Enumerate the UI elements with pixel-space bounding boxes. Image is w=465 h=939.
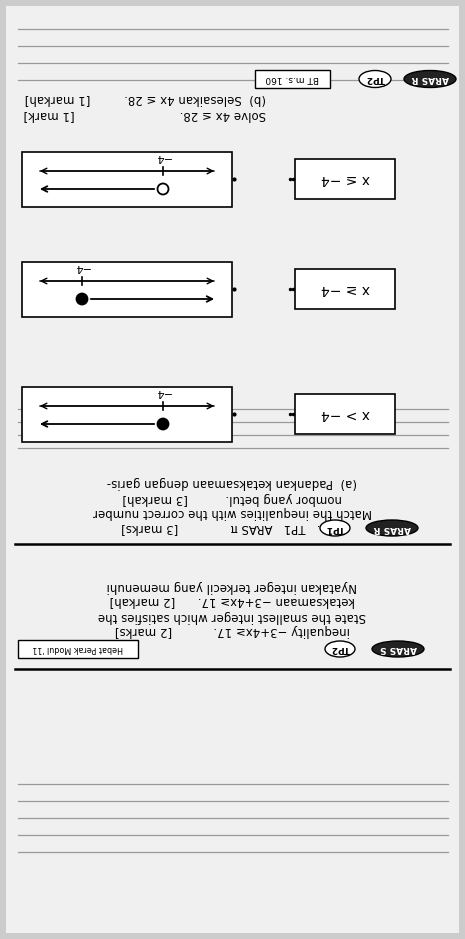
Text: Match the inequalities with the correct number: Match the inequalities with the correct … [93,506,372,519]
Ellipse shape [366,520,418,536]
Text: x ≥ −4: x ≥ −4 [320,282,370,296]
Ellipse shape [325,641,355,657]
Ellipse shape [404,70,456,87]
Ellipse shape [359,70,391,87]
Text: (a)  Padankan ketaksamaan dengan garis-: (a) Padankan ketaksamaan dengan garis- [107,476,357,489]
Text: ketaksamaan −3+4x≥ 17.      [2 markah]: ketaksamaan −3+4x≥ 17. [2 markah] [109,594,355,608]
Bar [295,394,395,434]
Text: BT m.s. 160: BT m.s. 160 [265,74,319,84]
Text: ARAS S: ARAS S [379,644,417,654]
Text: −4: −4 [74,262,90,272]
Text: Solve 4x ≤ 28.                            [1 mark]: Solve 4x ≤ 28. [1 mark] [24,109,266,121]
Text: ARAS R: ARAS R [412,74,449,84]
Bar [18,640,138,658]
Text: line.   TP1   ARAS π              [3 marks]: line. TP1 ARAS π [3 marks] [121,521,342,534]
Text: inequality −3+4x≥ 17.           [2 marks]: inequality −3+4x≥ 17. [2 marks] [114,624,350,638]
Ellipse shape [372,641,424,657]
Bar [22,387,232,441]
Bar [255,70,330,88]
Bar [22,151,232,207]
Text: State the smallest integer which satisfies the: State the smallest integer which satisfi… [98,609,366,623]
Text: Nyatakan integer terkecil yang memenuhi: Nyatakan integer terkecil yang memenuhi [107,579,357,593]
Text: −4: −4 [155,152,171,162]
Text: x > −4: x > −4 [320,407,370,421]
Bar [22,261,232,316]
Text: TP2: TP2 [331,644,350,654]
Bar [295,269,395,309]
Text: (b)  Selesaikan 4x ≤ 28.         [1 markah]: (b) Selesaikan 4x ≤ 28. [1 markah] [24,93,266,105]
Text: TP1: TP1 [326,524,345,532]
Circle shape [77,294,87,304]
Text: TP2: TP2 [365,74,385,84]
Text: x ≤ −4: x ≤ −4 [320,172,370,186]
Text: ARAS R: ARAS R [373,524,411,532]
Text: −4: −4 [155,387,171,397]
Ellipse shape [320,520,350,536]
Text: Hebat Perak Modul '11: Hebat Perak Modul '11 [33,644,123,654]
Text: nombor yang betul.          [3 markah]: nombor yang betul. [3 markah] [122,491,342,504]
Circle shape [158,419,168,429]
Bar [295,159,395,199]
Circle shape [158,183,168,194]
